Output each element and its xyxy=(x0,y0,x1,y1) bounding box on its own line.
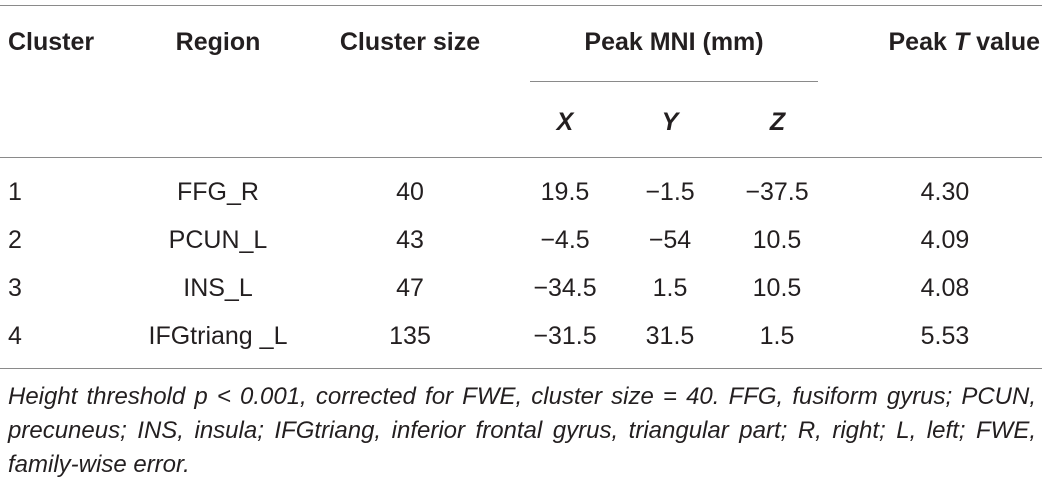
cell-t: 5.53 xyxy=(920,322,970,350)
cell-size: 40 xyxy=(396,178,424,206)
cell-y: −1.5 xyxy=(645,178,695,206)
cell-cluster: 3 xyxy=(8,274,22,302)
cell-region: INS_L xyxy=(183,274,253,302)
header-y: Y xyxy=(661,108,679,136)
header-cluster: Cluster xyxy=(8,28,95,56)
cell-cluster: 2 xyxy=(8,226,22,254)
cell-size: 43 xyxy=(396,226,424,254)
cell-z: −37.5 xyxy=(745,178,809,206)
header-peak-t-italic: T xyxy=(953,28,970,56)
cell-y: 31.5 xyxy=(645,322,695,350)
table-bottom-rule xyxy=(0,368,1042,369)
header-cluster-size: Cluster size xyxy=(339,28,481,56)
header-peak-t-value: Peak T value xyxy=(855,27,1041,57)
cell-z: 10.5 xyxy=(752,274,802,302)
peak-mni-underline xyxy=(530,81,818,82)
cell-size: 135 xyxy=(389,322,431,350)
cell-cluster: 1 xyxy=(8,178,22,206)
cell-region: IFGtriang _L xyxy=(148,322,288,350)
cell-x: −34.5 xyxy=(533,274,597,302)
cell-t: 4.09 xyxy=(920,226,970,254)
header-x: X xyxy=(556,108,574,136)
cell-x: −4.5 xyxy=(540,226,590,254)
cell-x: −31.5 xyxy=(533,322,597,350)
cell-cluster: 4 xyxy=(8,322,22,350)
table-footnote: Height threshold p < 0.001, corrected fo… xyxy=(8,383,1036,478)
header-peak-t-suffix: value xyxy=(969,28,1040,56)
cell-size: 47 xyxy=(396,274,424,302)
cell-t: 4.08 xyxy=(920,274,970,302)
header-bottom-rule xyxy=(0,157,1042,158)
cell-y: −54 xyxy=(648,226,692,254)
header-peak-t-prefix: Peak xyxy=(888,28,954,56)
cell-x: 19.5 xyxy=(540,178,590,206)
header-z: Z xyxy=(769,108,786,136)
header-region: Region xyxy=(175,28,261,56)
cell-region: FFG_R xyxy=(177,178,259,206)
cell-t: 4.30 xyxy=(920,178,970,206)
cell-z: 10.5 xyxy=(752,226,802,254)
table-top-rule xyxy=(0,5,1042,6)
cell-region: PCUN_L xyxy=(168,226,268,254)
cell-z: 1.5 xyxy=(759,322,795,350)
header-peak-mni: Peak MNI (mm) xyxy=(584,28,764,56)
cell-y: 1.5 xyxy=(652,274,688,302)
